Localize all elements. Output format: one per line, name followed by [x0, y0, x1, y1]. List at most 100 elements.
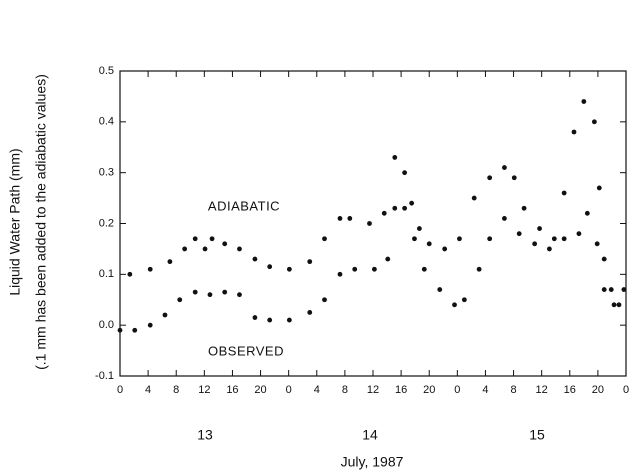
data-point	[561, 190, 567, 196]
data-point	[209, 236, 215, 242]
data-point	[421, 266, 427, 272]
y-tick-label: -0.1	[95, 370, 114, 382]
data-point	[307, 259, 313, 265]
data-point	[381, 210, 387, 216]
data-point	[202, 246, 208, 252]
data-point	[252, 256, 258, 262]
x-tick-label: 0	[454, 384, 460, 396]
data-point	[117, 327, 123, 333]
data-point	[192, 236, 198, 242]
data-point	[511, 175, 517, 181]
x-axis-label: July, 1987	[341, 454, 404, 470]
data-point	[584, 210, 590, 216]
data-point	[237, 292, 242, 298]
day-label: 15	[529, 427, 545, 443]
data-point	[546, 246, 552, 252]
x-tick-label: 4	[482, 384, 488, 396]
data-point	[267, 317, 273, 323]
y-tick-label: 0.5	[99, 65, 114, 77]
data-point	[147, 322, 153, 328]
data-point	[532, 241, 538, 247]
x-tick-label: 4	[314, 384, 320, 396]
day-label: 13	[197, 427, 213, 443]
data-point	[561, 236, 567, 242]
data-point	[521, 205, 527, 211]
data-point	[594, 241, 600, 247]
x-tick-label: 20	[423, 384, 435, 396]
x-tick-label: 16	[395, 384, 407, 396]
data-point	[352, 266, 358, 272]
data-point	[222, 241, 228, 247]
data-point	[409, 200, 415, 206]
data-point	[127, 271, 133, 277]
data-point	[426, 241, 432, 247]
y-tick-label: 0.2	[99, 217, 114, 229]
series-label: OBSERVED	[208, 343, 284, 358]
data-point	[571, 129, 577, 135]
x-tick-label: 8	[510, 384, 516, 396]
data-point	[437, 287, 443, 292]
data-point	[611, 302, 617, 308]
data-point	[537, 226, 542, 231]
data-point	[337, 271, 343, 277]
data-point	[471, 195, 477, 201]
data-point	[591, 119, 597, 125]
day-label: 14	[362, 427, 378, 443]
series-label: ADIABATIC	[208, 198, 280, 213]
data-point	[207, 292, 213, 298]
data-point	[412, 236, 417, 242]
data-point	[487, 236, 493, 242]
x-tick-label: 0	[117, 384, 123, 396]
data-point	[372, 266, 377, 272]
x-tick-label: 8	[342, 384, 348, 396]
x-tick-label: 12	[367, 384, 379, 396]
x-tick-label: 0	[286, 384, 292, 396]
x-tick-label: 20	[592, 384, 604, 396]
data-point	[222, 289, 228, 295]
data-point	[177, 297, 183, 303]
data-point	[267, 264, 273, 270]
data-point	[516, 231, 522, 237]
data-point	[442, 246, 448, 252]
x-tick-label: 16	[226, 384, 238, 396]
data-point	[167, 259, 173, 265]
data-point	[551, 236, 557, 242]
x-tick-label: 12	[198, 384, 210, 396]
data-point	[402, 205, 408, 211]
data-point	[162, 312, 168, 318]
data-point	[487, 175, 493, 181]
data-point	[392, 205, 398, 211]
data-point	[461, 297, 467, 303]
y-axis-label: (.1 mm has been added to the adiabatic v…	[33, 74, 49, 370]
data-point	[608, 287, 614, 292]
data-point	[616, 302, 622, 308]
x-tick-label: 20	[254, 384, 266, 396]
data-point	[576, 231, 582, 237]
data-point	[452, 302, 457, 308]
data-point	[385, 256, 391, 262]
data-point	[502, 216, 507, 221]
data-point	[286, 266, 292, 272]
data-point	[192, 289, 198, 295]
data-point	[307, 310, 313, 315]
data-point	[132, 327, 138, 333]
x-tick-label: 12	[536, 384, 548, 396]
data-point	[392, 155, 398, 160]
data-point	[457, 236, 462, 242]
x-tick-label: 16	[564, 384, 576, 396]
data-point	[367, 221, 372, 226]
y-tick-label: 0.3	[99, 167, 114, 179]
data-point	[237, 246, 242, 252]
y-axis-label: Liquid Water Path (mm)	[7, 148, 23, 295]
data-point	[621, 287, 627, 292]
data-point	[347, 216, 353, 221]
data-point	[337, 216, 343, 221]
data-point	[596, 185, 602, 191]
data-point	[601, 287, 607, 292]
data-point	[402, 170, 408, 176]
y-tick-label: 0.1	[99, 268, 114, 280]
data-point	[322, 236, 327, 242]
x-tick-label: 0	[623, 384, 629, 396]
x-tick-label: 4	[145, 384, 151, 396]
data-point	[581, 99, 587, 104]
